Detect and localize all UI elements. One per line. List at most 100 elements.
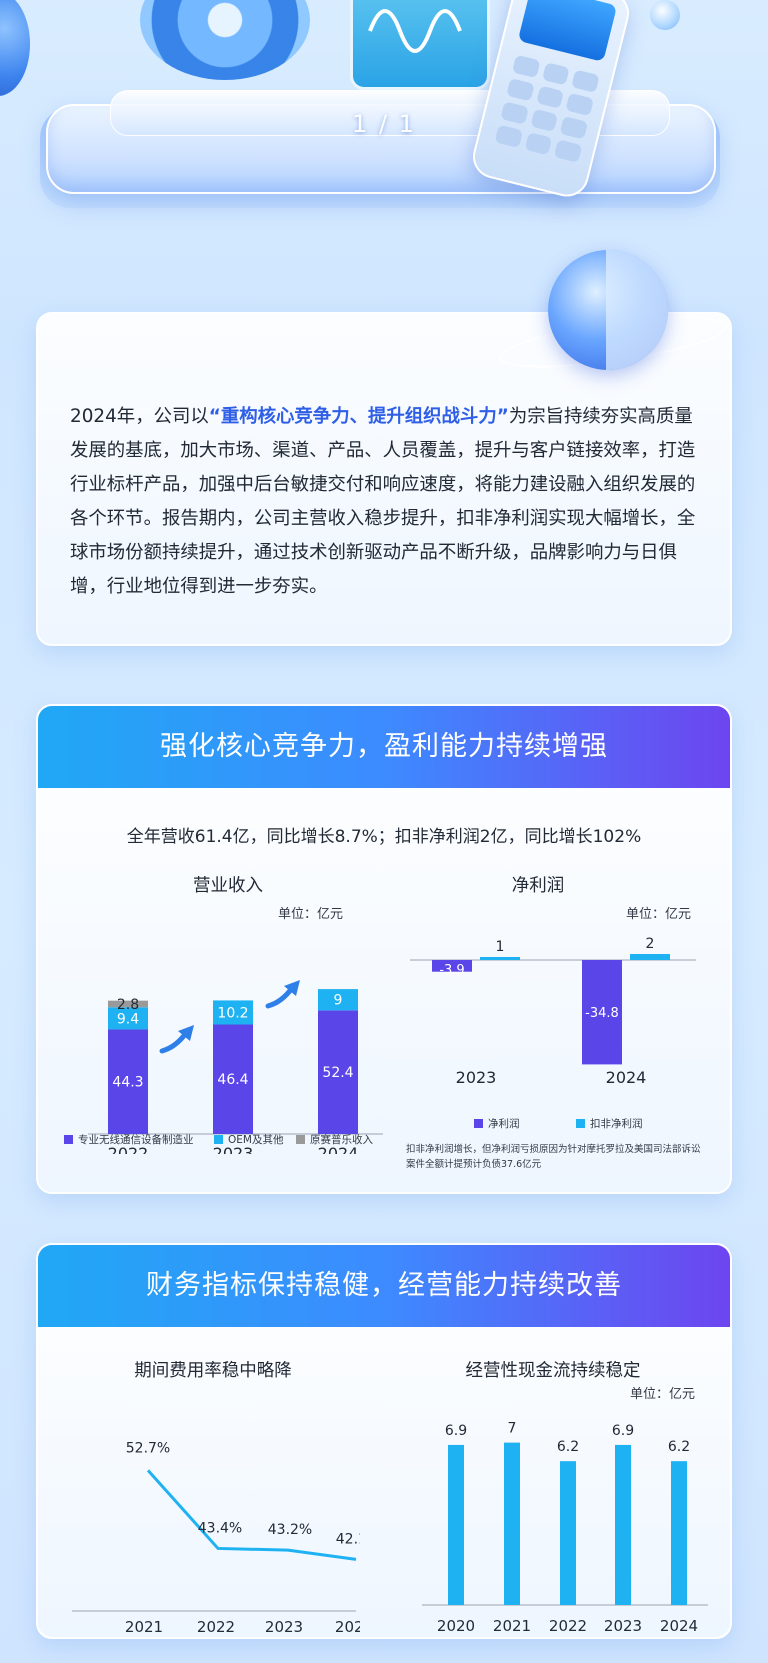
expense-ratio-chart: 52.7% 2021 43.4% 2022 43.2% 2023 42.1% 2024 <box>72 1440 360 1635</box>
profit-chart-title: 净利润 <box>511 876 565 896</box>
x-tick-label: 2024 <box>318 1144 359 1154</box>
section-header: 财务指标保持稳健，经营能力持续改善 <box>38 1245 730 1327</box>
intro-body: 为宗旨持续夯实高质量发展的基底，加大市场、渠道、产品、人员覆盖，提升与客户链接效… <box>70 406 696 597</box>
legend-label: OEM及其他 <box>228 1134 284 1146</box>
data-label: 52.4 <box>322 1065 353 1081</box>
bar-segment <box>108 1029 148 1134</box>
legend-label: 扣非净利润 <box>590 1118 643 1130</box>
cashflow-unit-label: 单位：亿元 <box>630 1387 696 1402</box>
legend-swatch <box>474 1119 483 1128</box>
x-tick-label: 2022 <box>197 1618 235 1635</box>
x-tick-label: 2024 <box>660 1617 698 1635</box>
bar <box>504 1442 520 1605</box>
disc-illustration <box>140 0 310 80</box>
intro-highlight: “重构核心竞争力、提升组织战斗力” <box>208 406 509 427</box>
revenue-chart: 44.3 9.42.8 2022 46.4 10.2 2023 52.4 9 2024 <box>88 980 383 1154</box>
bar-segment <box>108 1007 148 1030</box>
data-label: 43.4% <box>198 1520 242 1536</box>
bar-segment <box>213 1024 253 1134</box>
x-tick-label: 2023 <box>265 1618 303 1635</box>
puzzle-sphere-icon <box>548 250 668 370</box>
x-tick-label: 2022 <box>549 1617 587 1635</box>
x-tick-label: 2023 <box>456 1068 497 1087</box>
cashflow-chart-title: 经营性现金流持续稳定 <box>465 1361 641 1381</box>
financial-section: 财务指标保持稳健，经营能力持续改善 期间费用率稳中略降 52.7% 2021 43.… <box>36 1243 732 1639</box>
data-label: 2.8 <box>117 997 139 1013</box>
revenue-unit-label: 单位：亿元 <box>278 907 344 922</box>
data-label: 9 <box>334 993 343 1009</box>
profit-unit-label: 单位：亿元 <box>626 907 692 922</box>
data-label: -34.8 <box>585 1006 619 1021</box>
x-tick-label: 2020 <box>437 1617 475 1635</box>
growth-arrow <box>159 1030 189 1054</box>
data-label: 44.3 <box>112 1075 143 1091</box>
profit-footnote: 扣非净利润增长，但净利润亏损原因为针对摩托罗拉及美国司法部诉讼 案件全额计提预计… <box>406 1142 716 1172</box>
phone-keypad <box>494 54 600 163</box>
page-indicator: 1 / 1 <box>352 110 416 138</box>
expense-chart-title: 期间费用率稳中略降 <box>134 1361 292 1381</box>
hero-banner: 1 / 1 <box>0 0 768 240</box>
legend-swatch <box>296 1135 305 1144</box>
x-tick-label: 2023 <box>213 1144 254 1154</box>
decorative-bubble <box>650 0 680 30</box>
line-series <box>146 1469 357 1561</box>
bar <box>448 1444 464 1605</box>
data-label: 9.4 <box>117 1011 139 1027</box>
data-label: 6.2 <box>668 1439 690 1455</box>
footnote-line: 扣非净利润增长，但净利润亏损原因为针对摩托罗拉及美国司法部诉讼 <box>406 1144 701 1155</box>
bar <box>480 957 520 960</box>
decorative-bubble <box>0 0 30 96</box>
legend-item: 专业无线通信设备制造业 <box>64 1132 194 1147</box>
legend-item: 净利润 <box>474 1116 520 1131</box>
data-label: 6.9 <box>612 1423 634 1439</box>
x-tick-label: 2022 <box>108 1144 149 1154</box>
legend-swatch <box>214 1135 223 1144</box>
legend-item: 扣非净利润 <box>576 1116 643 1131</box>
x-tick-label: 2021 <box>493 1617 531 1635</box>
section-header: 强化核心竞争力，盈利能力持续增强 <box>38 706 730 788</box>
profitability-section: 强化核心竞争力，盈利能力持续增强 全年营收61.4亿，同比增长8.7%；扣非净利… <box>36 704 732 1194</box>
legend-item: 原赛普乐收入 <box>296 1132 373 1147</box>
data-label: 42.1% <box>336 1531 360 1547</box>
bar <box>582 960 622 1065</box>
legend-item: OEM及其他 <box>214 1132 283 1147</box>
growth-arrow-head <box>178 1025 194 1041</box>
x-tick-label: 2021 <box>125 1618 163 1635</box>
bar-segment <box>318 989 358 1011</box>
bar <box>615 1444 631 1605</box>
x-tick-label: 2024 <box>606 1068 647 1087</box>
data-label: 46.4 <box>217 1072 248 1088</box>
bar <box>560 1461 576 1605</box>
x-tick-label: 2023 <box>604 1617 642 1635</box>
data-label: 52.7% <box>126 1440 170 1456</box>
x-tick-label: 2024 <box>335 1618 360 1635</box>
bar <box>671 1461 687 1605</box>
intro-prefix: 2024年，公司以 <box>70 406 209 427</box>
growth-arrow <box>265 985 295 1009</box>
bar-segment <box>108 1000 148 1008</box>
cashflow-chart: 6.9 2020 7 2021 6.2 2022 6.9 2023 6.2 2024 <box>422 1421 708 1635</box>
data-label: 2 <box>646 936 655 952</box>
legend-label: 净利润 <box>488 1118 520 1130</box>
bar-segment <box>213 1000 253 1025</box>
data-label: -3.9 <box>439 963 464 978</box>
legend-swatch <box>64 1135 73 1144</box>
growth-arrow-head <box>284 980 300 996</box>
section-summary: 全年营收61.4亿，同比增长8.7%；扣非净利润2亿，同比增长102% <box>126 827 642 847</box>
footnote-line: 案件全额计提预计负债37.6亿元 <box>406 1159 542 1170</box>
phone-screen <box>517 0 618 62</box>
bar-segment <box>318 1010 358 1134</box>
legend-swatch <box>576 1119 585 1128</box>
bar <box>432 960 472 972</box>
data-label: 7 <box>508 1421 517 1437</box>
revenue-chart-title: 营业收入 <box>193 876 263 896</box>
data-label: 43.2% <box>268 1522 312 1538</box>
data-label: 6.9 <box>445 1423 467 1439</box>
legend-label: 专业无线通信设备制造业 <box>78 1134 194 1146</box>
data-label: 10.2 <box>217 1005 248 1021</box>
data-label: 1 <box>496 939 505 955</box>
net-profit-chart: -3.9 1 2023 -34.8 2 2024 <box>410 936 696 1087</box>
bar <box>630 954 670 960</box>
data-label: 6.2 <box>557 1439 579 1455</box>
waveform-screen-illustration <box>350 0 490 90</box>
